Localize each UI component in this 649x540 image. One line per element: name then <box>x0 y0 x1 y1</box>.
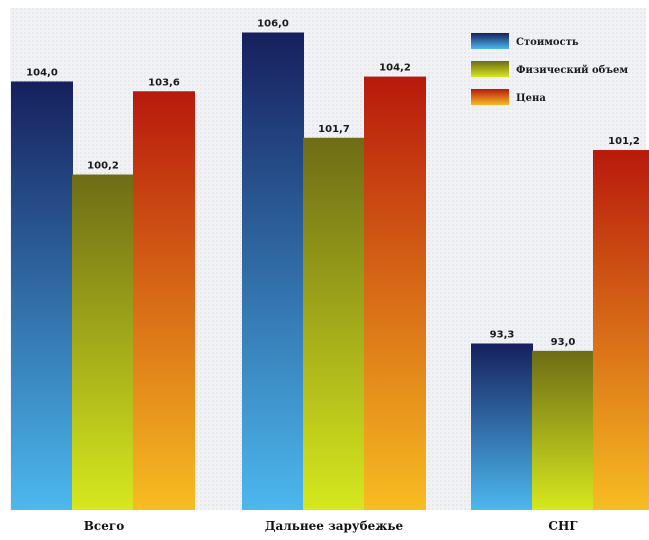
value-labels-group: 104,0 100,2 103,6 106,0 101,7 104,2 93,3 93,0 10… <box>26 18 640 347</box>
bars-group <box>11 32 649 511</box>
bar-3-cat-3 <box>593 150 649 510</box>
value-label-3-cat-1: 103,6 <box>148 77 180 88</box>
legend-label-series-3: Цена <box>516 93 546 104</box>
legend-swatch-series-2 <box>471 61 509 77</box>
legend: Стоимость Физический объем Цена <box>471 33 628 105</box>
value-label-3-cat-3: 101,2 <box>608 136 640 147</box>
bar-2-cat-1 <box>72 174 134 510</box>
value-label-1-cat-2: 106,0 <box>257 18 289 29</box>
legend-swatch-series-3 <box>471 89 509 105</box>
category-labels-group: Всего Дальнее зарубежье СНГ <box>84 519 579 533</box>
category-label-2: Дальнее зарубежье <box>265 519 404 533</box>
bar-2-cat-2 <box>303 137 365 510</box>
bar-2-cat-3 <box>532 350 594 510</box>
bar-3-cat-2 <box>364 76 426 510</box>
value-label-2-cat-2: 101,7 <box>318 124 350 135</box>
legend-swatch-series-1 <box>471 33 509 49</box>
value-label-2-cat-1: 100,2 <box>87 161 119 172</box>
value-label-1-cat-3: 93,3 <box>490 329 515 340</box>
value-label-3-cat-2: 104,2 <box>379 63 411 74</box>
legend-label-series-1: Стоимость <box>516 37 579 48</box>
category-label-3: СНГ <box>548 519 578 533</box>
bar-3-cat-1 <box>133 91 195 510</box>
value-label-1-cat-1: 104,0 <box>26 67 58 78</box>
bar-1-cat-3 <box>471 343 533 510</box>
legend-label-series-2: Физический объем <box>516 65 628 76</box>
category-label-1: Всего <box>84 519 124 533</box>
bar-1-cat-2 <box>242 32 304 511</box>
value-label-2-cat-3: 93,0 <box>551 337 576 348</box>
bar-1-cat-1 <box>11 81 73 511</box>
